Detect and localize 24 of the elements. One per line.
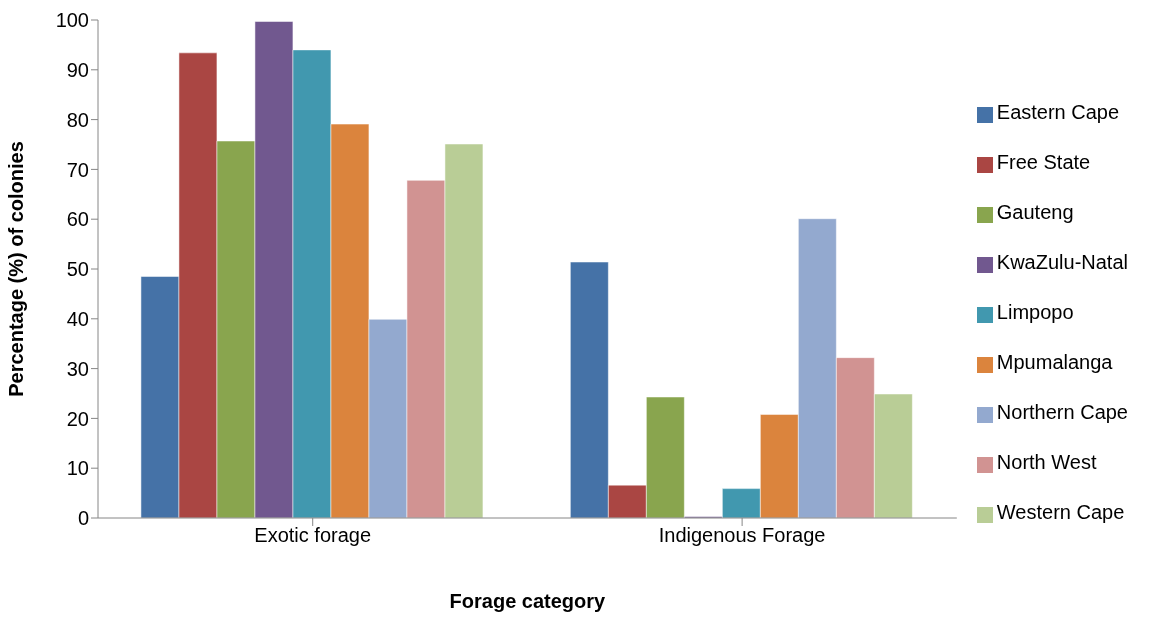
legend-label: North West bbox=[996, 451, 1097, 473]
y-tick-label: 80 bbox=[66, 108, 89, 131]
legend-label: Mpumalanga bbox=[996, 351, 1113, 373]
legend-label: Northern Cape bbox=[996, 401, 1128, 423]
y-tick-label: 30 bbox=[66, 357, 89, 380]
y-tick-label: 90 bbox=[66, 58, 89, 81]
x-axis-title: Forage category bbox=[449, 590, 607, 612]
x-tick-label: Indigenous Forage bbox=[658, 524, 826, 547]
y-tick-label: 40 bbox=[66, 307, 89, 330]
y-tick-label: 10 bbox=[66, 457, 89, 480]
legend-label: Gauteng bbox=[996, 201, 1074, 223]
y-tick-label: 20 bbox=[66, 407, 89, 430]
y-tick-label: 60 bbox=[66, 208, 89, 231]
legend-label: Western Cape bbox=[996, 501, 1125, 523]
y-tick-label: 50 bbox=[66, 258, 89, 281]
legend-label: Free State bbox=[996, 151, 1091, 173]
y-tick-label: 70 bbox=[66, 158, 89, 181]
x-tick-label: Exotic forage bbox=[254, 524, 372, 547]
legend-label: KwaZulu-Natal bbox=[996, 251, 1128, 273]
y-axis-title: Percentage (%) of colonies bbox=[5, 141, 28, 397]
y-tick-label: 100 bbox=[55, 9, 89, 32]
legend-label: Eastern Cape bbox=[996, 101, 1120, 123]
y-tick-label: 0 bbox=[77, 507, 89, 530]
legend-label: Limpopo bbox=[996, 301, 1074, 323]
